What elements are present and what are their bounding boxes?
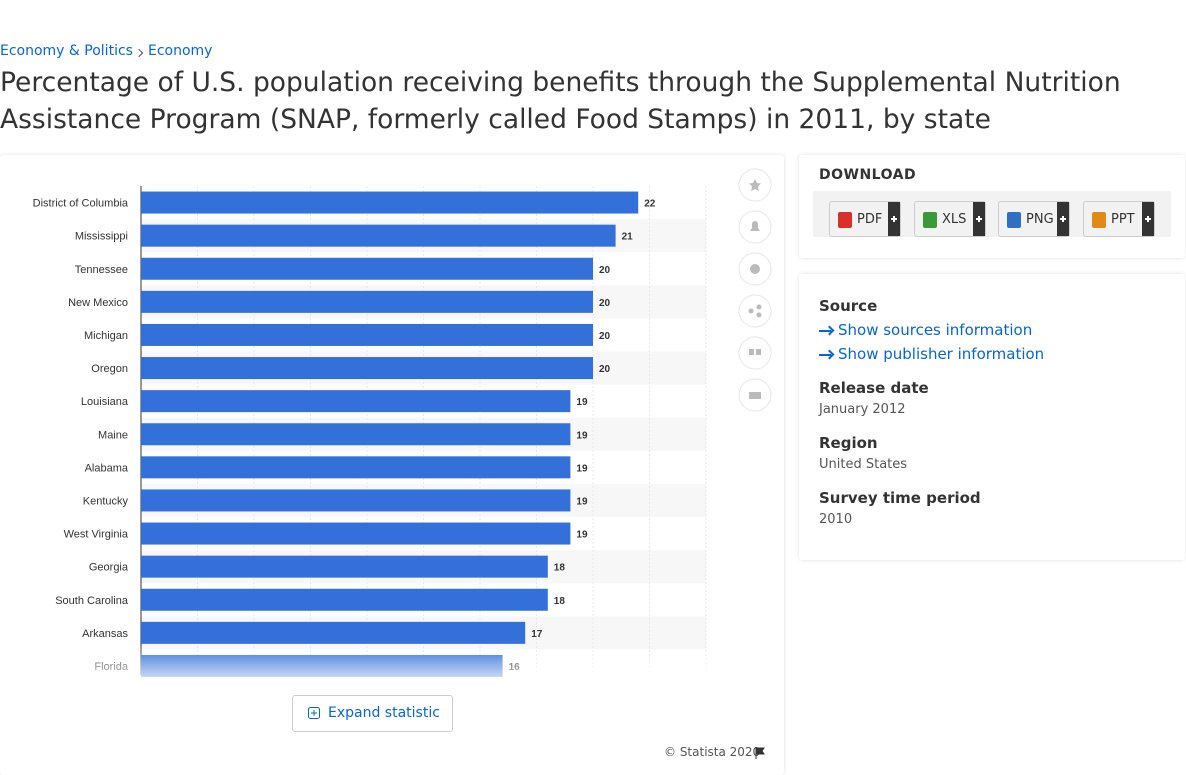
bar bbox=[141, 290, 593, 313]
bar bbox=[141, 224, 616, 247]
cite-button[interactable] bbox=[738, 336, 772, 370]
value-label: 20 bbox=[599, 298, 611, 309]
fade-overlay bbox=[0, 645, 730, 685]
details-panel bbox=[799, 274, 1185, 560]
premium-badge bbox=[1057, 202, 1069, 236]
source-link[interactable]: Show sources information bbox=[819, 321, 1032, 339]
value-label: 18 bbox=[554, 596, 566, 607]
expand-label: Expand statistic bbox=[328, 705, 440, 721]
category-label: Oregon bbox=[91, 363, 128, 375]
format-icon bbox=[1092, 212, 1106, 228]
value-label: 20 bbox=[599, 364, 611, 375]
download-panel: DOWNLOAD bbox=[799, 155, 1185, 258]
bar bbox=[141, 456, 571, 479]
category-label: Georgia bbox=[89, 562, 129, 574]
detail-label: Release date bbox=[819, 379, 929, 397]
arrow-head bbox=[824, 325, 835, 336]
detail-value: January 2012 bbox=[819, 402, 906, 417]
category-label: District of Columbia bbox=[33, 198, 129, 210]
page-title: Percentage of U.S. population receiving … bbox=[0, 67, 1121, 135]
bar bbox=[141, 522, 571, 545]
category-label: West Virginia bbox=[64, 529, 129, 541]
arrow-icon bbox=[819, 349, 835, 360]
category-label: Alabama bbox=[85, 462, 129, 474]
category-label: Kentucky bbox=[83, 495, 129, 507]
download-bar bbox=[813, 191, 1171, 237]
value-label: 19 bbox=[576, 496, 588, 507]
format-icon bbox=[1007, 212, 1021, 228]
category-label: South Carolina bbox=[55, 595, 129, 607]
download-button[interactable]: PPT bbox=[1083, 201, 1155, 237]
bar bbox=[141, 423, 571, 446]
detail-value: United States bbox=[819, 457, 908, 472]
toolbar bbox=[738, 168, 772, 412]
download-heading: DOWNLOAD bbox=[819, 167, 917, 183]
breadcrumb[interactable]: Economy bbox=[148, 43, 213, 59]
breadcrumb[interactable]: Economy & Politics bbox=[0, 43, 133, 59]
copyright: © Statista 2020 bbox=[664, 745, 761, 759]
bar bbox=[141, 323, 593, 346]
value-label: 18 bbox=[554, 563, 566, 574]
format-label: PNG bbox=[1026, 212, 1054, 227]
premium-badge bbox=[973, 202, 985, 236]
value-label: 17 bbox=[531, 629, 543, 640]
arrow-head bbox=[824, 349, 835, 360]
value-label: 20 bbox=[599, 265, 611, 276]
format-icon bbox=[923, 212, 937, 228]
category-label: Louisiana bbox=[81, 396, 129, 408]
value-label: 19 bbox=[576, 463, 588, 474]
value-label: 19 bbox=[576, 530, 588, 541]
download-button[interactable]: XLS bbox=[914, 201, 986, 237]
bar bbox=[141, 555, 548, 578]
category-label: Arkansas bbox=[82, 628, 128, 640]
expand-button[interactable]: Expand statistic bbox=[292, 695, 453, 732]
arrow-icon bbox=[819, 325, 835, 336]
detail-value: 2010 bbox=[819, 512, 853, 527]
flag-icon bbox=[755, 747, 765, 759]
bar bbox=[141, 357, 593, 380]
bar bbox=[141, 489, 571, 512]
category-label: Tennessee bbox=[75, 264, 128, 276]
download-button[interactable]: PNG bbox=[998, 201, 1070, 237]
detail-label: Region bbox=[819, 434, 878, 452]
breadcrumb-separator bbox=[134, 48, 144, 58]
source-link[interactable]: Show publisher information bbox=[819, 345, 1044, 363]
premium-badge bbox=[1142, 202, 1154, 236]
bar bbox=[141, 390, 571, 413]
category-label: Mississippi bbox=[75, 231, 128, 243]
premium-badge bbox=[888, 202, 900, 236]
value-label: 19 bbox=[576, 397, 588, 408]
format-label: XLS bbox=[942, 212, 967, 227]
bar bbox=[141, 191, 639, 214]
bar bbox=[141, 257, 593, 280]
share-button[interactable] bbox=[738, 294, 772, 328]
source-heading: Source bbox=[819, 297, 878, 315]
format-label: PDF bbox=[857, 212, 883, 227]
value-label: 21 bbox=[622, 232, 634, 243]
chart: District of Columbia 22 Mississippi 21 Tenne… bbox=[0, 186, 730, 685]
detail-label: Survey time period bbox=[819, 489, 981, 507]
value-label: 19 bbox=[576, 430, 588, 441]
value-label: 22 bbox=[644, 199, 656, 210]
format-icon bbox=[838, 212, 852, 228]
download-button[interactable]: PDF bbox=[829, 201, 901, 237]
category-label: Michigan bbox=[84, 330, 128, 342]
bar bbox=[141, 621, 526, 644]
format-label: PPT bbox=[1111, 212, 1135, 227]
value-label: 20 bbox=[599, 331, 611, 342]
expand-icon bbox=[308, 707, 320, 719]
category-label: New Mexico bbox=[68, 297, 128, 309]
bar bbox=[141, 588, 548, 611]
category-label: Maine bbox=[98, 429, 128, 441]
